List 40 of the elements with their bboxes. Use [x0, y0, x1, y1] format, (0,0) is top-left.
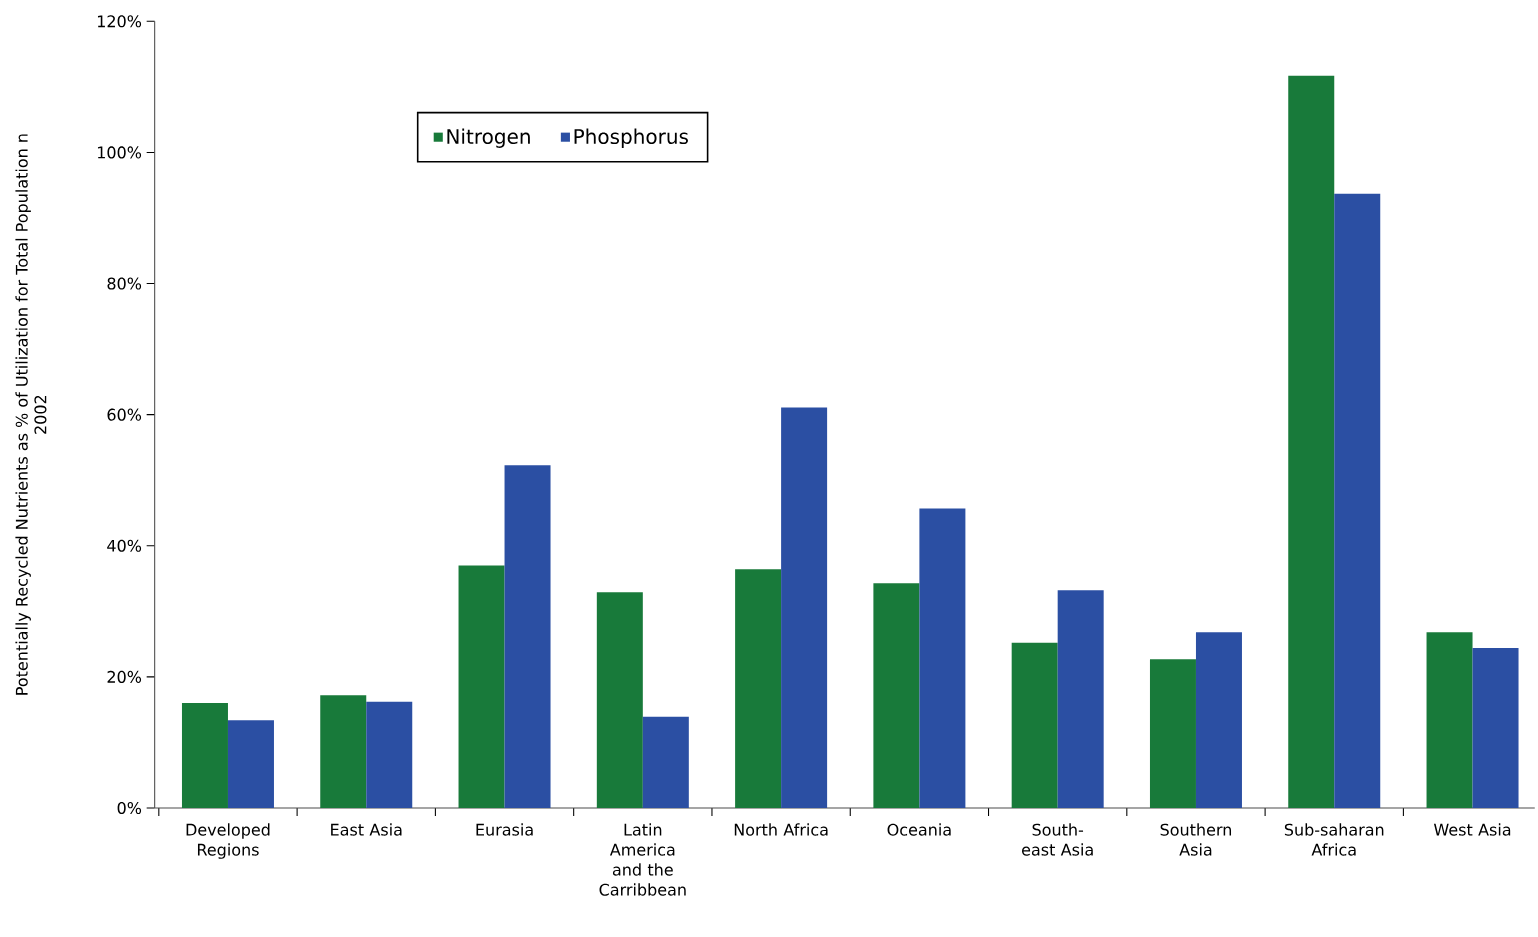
bar	[1149, 659, 1196, 808]
bar	[1057, 590, 1104, 808]
bar	[1195, 632, 1242, 808]
y-tick-label: 100%	[97, 146, 142, 159]
bar	[919, 508, 966, 808]
bar	[873, 583, 920, 808]
x-tick-label: North Africa	[734, 823, 828, 836]
x-tick-label: South-east Asia	[1022, 823, 1093, 856]
x-tick-label: Latin America and the Carribbean	[599, 823, 686, 896]
y-axis-title: Potentially Recycled Nutrients as % of Utilization for Total Population n 2002	[15, 134, 47, 695]
bar	[504, 465, 551, 808]
x-tick-label: Sub-saharan Africa	[1284, 823, 1384, 856]
x-tick-label: East Asia	[331, 823, 402, 836]
x-tick-label: Eurasia	[476, 823, 533, 836]
bar	[366, 701, 413, 808]
y-tick-label: 120%	[97, 15, 142, 28]
bar	[781, 407, 828, 808]
bar	[642, 716, 689, 808]
bar	[1426, 632, 1473, 808]
y-tick-label: 40%	[107, 539, 142, 552]
bar	[596, 592, 643, 808]
y-tick-label: 80%	[107, 277, 142, 290]
legend-label: Nitrogen	[447, 128, 530, 148]
bar	[458, 565, 505, 808]
x-tick-label: Oceania	[887, 823, 951, 836]
bar	[227, 720, 274, 808]
y-tick-label: 60%	[107, 408, 142, 421]
y-tick-label: 0%	[117, 801, 142, 815]
x-tick-label: West Asia	[1433, 823, 1511, 836]
x-tick-label: Southern Asia	[1160, 823, 1232, 856]
bar	[181, 703, 228, 808]
bar	[320, 695, 367, 808]
y-tick-label: 20%	[107, 670, 142, 683]
bar	[735, 569, 782, 808]
x-tick-label: Developed Regions	[186, 823, 270, 859]
bar	[1011, 642, 1058, 808]
bar	[1334, 193, 1381, 808]
legend-label: Phosphorus	[574, 128, 688, 148]
bar	[1288, 75, 1335, 808]
bar	[1472, 648, 1519, 808]
